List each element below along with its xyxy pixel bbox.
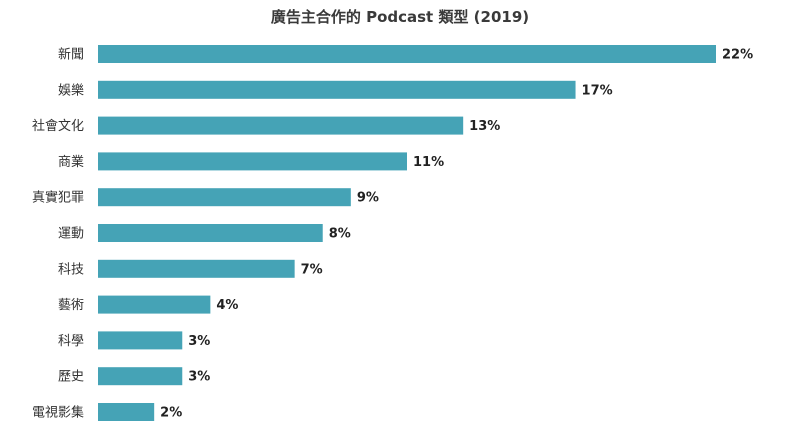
data-label: 13% [469,119,500,134]
data-label: 11% [413,155,444,170]
category-label: 科技 [58,262,84,277]
category-label: 商業 [58,154,84,170]
bar [98,295,211,314]
category-label: 娛樂 [58,82,84,98]
category-label: 電視影集 [32,405,84,421]
bar [98,152,407,171]
bar [98,188,351,207]
category-label: 藝術 [58,298,84,313]
data-label: 9% [357,191,379,206]
data-label: 3% [188,370,210,385]
bar [98,45,716,63]
data-label: 17% [582,83,613,98]
bar [98,116,464,135]
data-label: 7% [301,262,323,277]
bar [98,224,323,242]
data-label: 22% [722,48,753,63]
category-label: 運動 [58,227,84,242]
data-label: 3% [188,334,210,349]
bar [98,367,183,386]
bar [98,403,155,421]
category-label: 社會文化 [32,118,84,134]
category-label: 真實犯罪 [32,190,84,206]
data-label: 4% [216,298,238,313]
bar [98,259,295,278]
category-label: 新聞 [58,47,84,63]
bars-group: 新聞 22% 娛樂 17% 社會文化 13% 商業 11% 真實犯罪 9% 運動 8% 科技 7% 藝術 4%… [32,45,753,421]
data-label: 8% [329,227,351,242]
category-label: 科學 [58,334,84,349]
chart-title: 廣告主合作的 Podcast 類型 (2019) [271,8,529,26]
bar [98,80,576,99]
bar [98,331,183,350]
category-label: 歷史 [58,370,84,385]
data-label: 2% [160,406,182,421]
